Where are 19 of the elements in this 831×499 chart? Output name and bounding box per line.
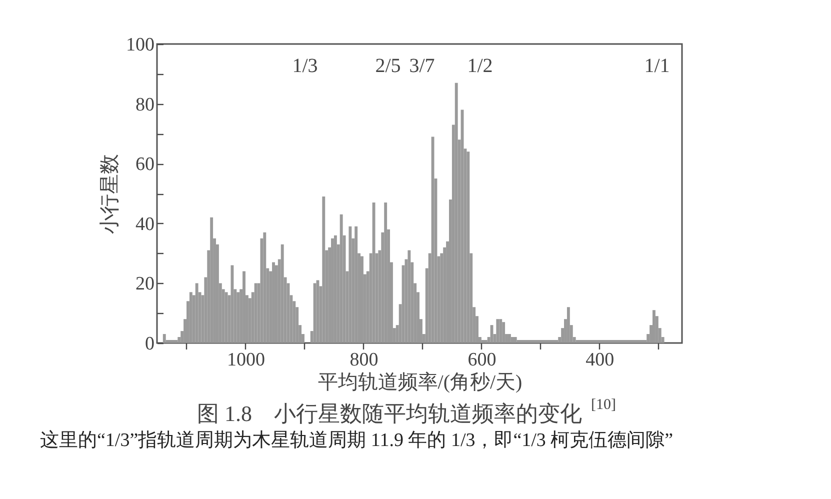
annotation: 2/5 [375, 55, 401, 77]
y-tick-label: 60 [136, 154, 154, 176]
y-tick-label: 0 [145, 334, 154, 354]
y-tick-label: 100 [126, 34, 154, 56]
y-tick-label: 20 [136, 274, 154, 295]
x-tick-label: 400 [586, 350, 614, 370]
annotation: 1/1 [644, 55, 670, 77]
text: 图 1.8 小行星数随平均轨道频率的变化 [10] [197, 397, 616, 426]
x-axis-title: 平均轨道频率/(角秒/天) [318, 372, 522, 394]
x-tick-label: 1000 [226, 350, 265, 370]
annotation: 3/7 [409, 55, 435, 77]
y-tick-label: 40 [136, 214, 154, 235]
y-tick-label: 80 [136, 94, 154, 116]
x-tick-label: 800 [350, 350, 378, 370]
annotation: 1/3 [292, 55, 318, 77]
text: 这里的“1/3”指轨道周期为木星轨道周期 11.9 年的 1/3，即“1/3 柯克伍德间隙” [40, 429, 674, 451]
annotation: 1/2 [467, 55, 493, 77]
y-axis-title: 小行星数 [99, 154, 121, 234]
x-tick-label: 600 [468, 350, 496, 370]
